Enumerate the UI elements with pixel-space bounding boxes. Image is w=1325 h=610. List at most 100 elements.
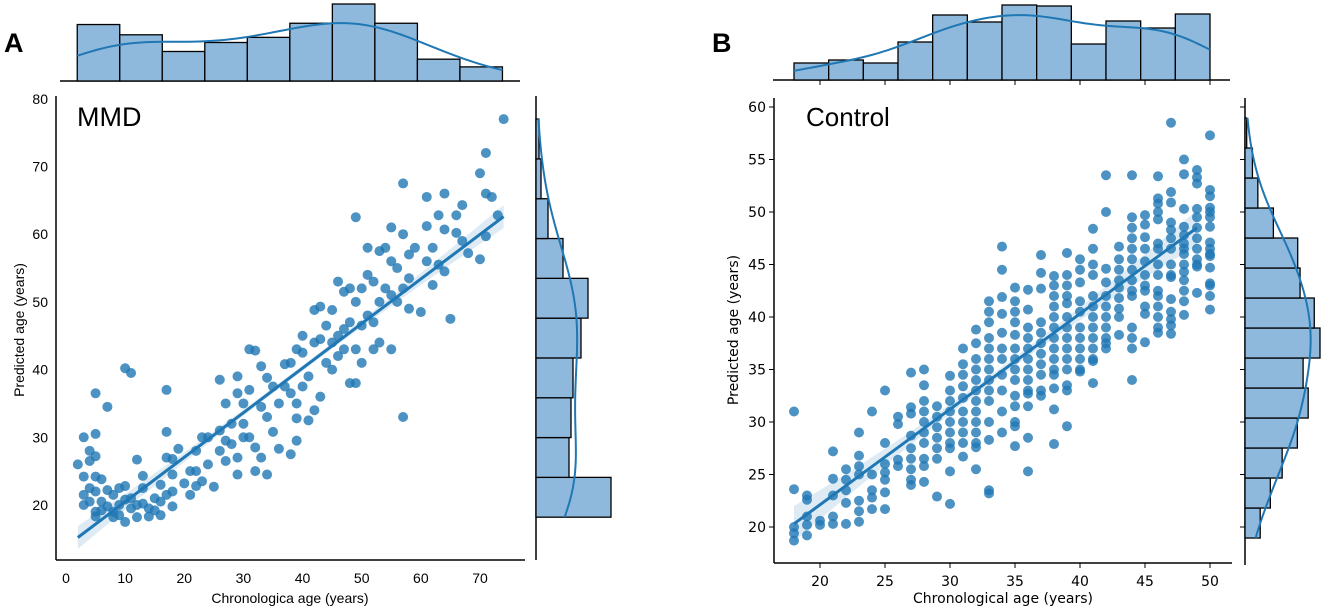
data-point xyxy=(84,496,95,507)
data-point xyxy=(155,479,166,490)
y-tick-label: 50 xyxy=(748,205,766,221)
data-point xyxy=(232,452,243,463)
data-point xyxy=(72,459,83,470)
y-tick-label: 20 xyxy=(32,497,48,513)
right-histogram-bar xyxy=(535,357,574,399)
data-point xyxy=(1127,254,1137,265)
data-point xyxy=(1062,343,1072,354)
right-histogram-bar xyxy=(1244,117,1248,149)
data-point xyxy=(1127,333,1137,343)
data-point xyxy=(789,484,799,495)
data-point xyxy=(1101,277,1111,288)
data-point xyxy=(262,411,273,422)
data-point xyxy=(854,516,864,527)
right-kde-curve xyxy=(537,119,579,518)
data-point xyxy=(1205,212,1215,223)
data-point xyxy=(474,168,485,179)
data-point xyxy=(1036,250,1046,261)
data-point xyxy=(1010,306,1020,317)
data-point xyxy=(398,411,409,422)
data-point xyxy=(1036,390,1046,401)
data-point xyxy=(919,438,929,448)
data-point xyxy=(867,492,877,503)
data-point xyxy=(919,364,929,375)
data-point xyxy=(984,306,994,317)
data-point xyxy=(1010,317,1020,328)
data-point xyxy=(919,396,929,406)
top-histogram-bar xyxy=(1070,43,1107,81)
data-point xyxy=(1088,333,1098,343)
regression-line xyxy=(76,215,505,539)
data-point xyxy=(919,417,929,427)
data-point xyxy=(368,317,379,328)
data-point xyxy=(958,369,968,380)
data-point xyxy=(1101,312,1111,322)
data-point xyxy=(315,334,326,345)
y-tick-label: 30 xyxy=(748,415,766,431)
data-point xyxy=(971,324,981,335)
panel-label-a: A xyxy=(4,28,24,58)
right-histogram-bar xyxy=(535,277,589,319)
data-point xyxy=(131,512,142,523)
y-tick-label: 35 xyxy=(748,363,766,379)
data-point xyxy=(1179,259,1189,270)
data-point xyxy=(932,443,942,454)
data-point xyxy=(945,385,955,396)
data-point xyxy=(96,474,107,485)
data-point xyxy=(984,434,994,445)
data-point xyxy=(1114,241,1124,252)
top-kde-curve xyxy=(76,22,503,72)
data-point xyxy=(906,464,916,475)
data-point xyxy=(1010,401,1020,412)
data-point xyxy=(867,485,877,496)
data-point xyxy=(1179,221,1189,232)
right-histogram-bar xyxy=(535,237,564,279)
data-point xyxy=(1166,197,1176,208)
data-point xyxy=(1101,301,1111,312)
data-point xyxy=(1153,243,1163,254)
right-histogram-bar xyxy=(1244,147,1254,179)
data-point xyxy=(404,303,415,314)
data-point xyxy=(451,210,462,221)
data-point xyxy=(1036,369,1046,380)
data-point xyxy=(185,489,196,500)
y-tick-label: 20 xyxy=(748,520,766,536)
data-point xyxy=(893,461,903,472)
y-tick-label: 60 xyxy=(32,226,48,242)
data-point xyxy=(919,476,929,487)
data-point xyxy=(971,442,981,453)
data-point xyxy=(1166,217,1176,228)
data-point xyxy=(356,357,367,368)
top-histogram-bar xyxy=(932,14,968,81)
data-point xyxy=(867,406,877,417)
data-point xyxy=(167,469,178,480)
data-point xyxy=(179,478,190,489)
data-point xyxy=(1153,327,1163,338)
data-point xyxy=(971,464,981,475)
data-point xyxy=(1166,294,1176,305)
data-point xyxy=(344,283,355,294)
top-histogram-bar xyxy=(1036,5,1072,81)
data-point xyxy=(1114,293,1124,304)
right-histogram-bar xyxy=(1244,177,1259,209)
data-point xyxy=(1023,432,1033,443)
right-histogram-bar xyxy=(1244,207,1275,239)
data-point xyxy=(1179,154,1189,165)
data-point xyxy=(893,411,903,422)
data-point xyxy=(932,432,942,443)
right-histogram-bar xyxy=(535,317,582,359)
top-histogram-bar xyxy=(416,58,461,82)
data-point xyxy=(854,450,864,461)
data-point xyxy=(815,519,825,530)
data-point xyxy=(906,408,916,419)
right-histogram-bar xyxy=(535,397,572,439)
x-tick-label: 30 xyxy=(941,574,959,590)
data-point xyxy=(226,439,237,450)
data-point xyxy=(1205,221,1215,232)
data-point xyxy=(285,357,296,368)
data-point xyxy=(250,345,261,356)
data-point xyxy=(1036,327,1046,338)
data-point xyxy=(854,506,864,517)
right-histogram-bar xyxy=(1244,447,1283,479)
data-point xyxy=(984,417,994,427)
